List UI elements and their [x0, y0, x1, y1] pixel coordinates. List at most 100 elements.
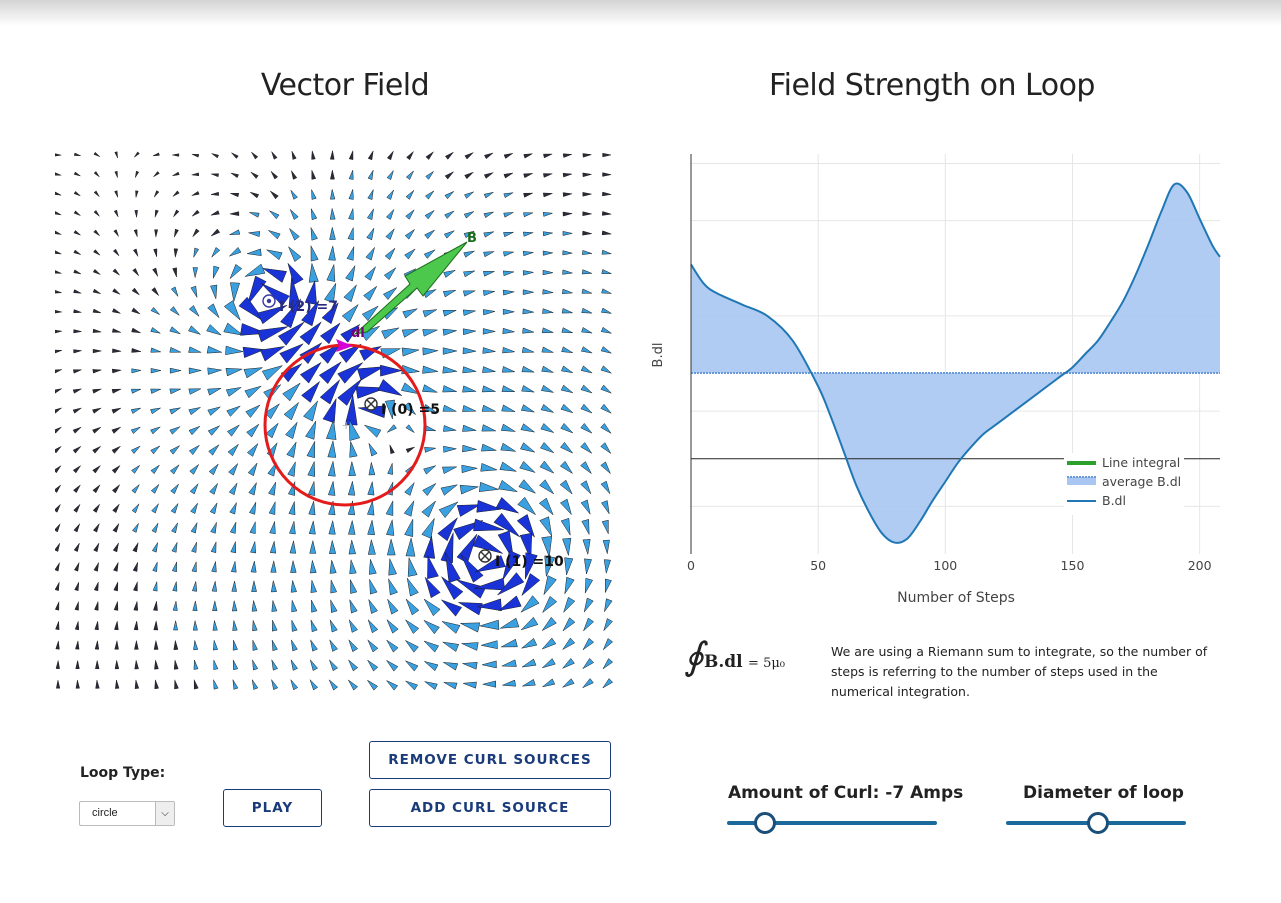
field-arrow [131, 484, 140, 494]
field-arrow [437, 517, 458, 542]
vector-field-canvas[interactable]: + Bdl I (0) =5 I (1) =10 I (2) =7 [55, 150, 630, 698]
remove-curl-sources-button[interactable]: REMOVE CURL SOURCES [369, 741, 611, 779]
field-arrow [134, 151, 140, 158]
field-arrow [561, 365, 573, 374]
field-arrow [600, 365, 612, 374]
field-arrow [559, 460, 573, 474]
diameter-slider[interactable] [1006, 812, 1186, 834]
field-arrow [270, 190, 279, 200]
field-arrow [267, 462, 277, 477]
field-arrow [92, 446, 101, 454]
field-arrow [367, 189, 374, 200]
field-arrow [462, 404, 477, 412]
integral-symbol: ∮ [684, 634, 704, 678]
play-button[interactable]: PLAY [223, 789, 322, 827]
field-arrow [131, 368, 142, 374]
field-arrow [348, 619, 358, 633]
field-arrow [170, 503, 179, 514]
field-arrow [72, 388, 82, 394]
field-arrow [111, 328, 122, 333]
x-tick-label: 100 [933, 558, 957, 573]
field-arrow [602, 539, 610, 554]
field-arrow [251, 600, 258, 612]
field-arrow [581, 519, 590, 535]
field-arrow [55, 484, 61, 493]
field-arrow [72, 465, 81, 474]
field-arrow [213, 640, 219, 651]
field-arrow [132, 268, 139, 276]
field-arrow [169, 306, 180, 316]
field-arrow [474, 577, 506, 591]
field-arrow [114, 660, 120, 670]
field-arrow [286, 441, 297, 458]
field-arrow [249, 521, 256, 535]
field-arrow [329, 619, 338, 633]
field-arrow [483, 251, 495, 258]
field-arrow [55, 329, 62, 334]
field-arrow [264, 403, 280, 420]
current-out-of-page-icon[interactable] [262, 294, 276, 308]
field-arrow [422, 365, 439, 374]
curl-slider[interactable] [727, 812, 937, 834]
field-arrow [424, 446, 436, 453]
field-arrow [601, 519, 609, 535]
current-label-0: I (0) =5 [381, 402, 440, 418]
current-into-page-icon[interactable] [478, 549, 492, 563]
field-arrow [522, 678, 536, 687]
field-arrow [134, 210, 138, 218]
field-arrow [189, 464, 199, 475]
field-arrow [153, 171, 160, 177]
field-arrow [277, 321, 305, 346]
field-arrow [257, 326, 288, 343]
chevron-down-icon[interactable]: ⌵ [155, 802, 174, 825]
field-arrow [261, 283, 290, 307]
field-arrow [92, 407, 102, 414]
field-arrow [287, 263, 304, 286]
field-arrow [386, 639, 399, 653]
field-arrow [73, 210, 81, 216]
field-arrow [405, 170, 414, 180]
field-arrow [330, 189, 336, 200]
field-arrow [601, 307, 612, 314]
field-arrow [250, 561, 257, 573]
field-arrow [113, 209, 119, 218]
field-arrow [173, 660, 179, 670]
add-curl-source-button[interactable]: ADD CURL SOURCE [369, 789, 611, 827]
field-arrow [561, 346, 573, 354]
field-arrow [212, 600, 218, 612]
field-arrow [151, 522, 159, 534]
field-arrow [542, 595, 558, 613]
diameter-slider-handle[interactable] [1086, 812, 1109, 834]
current-into-page-icon[interactable] [364, 397, 378, 411]
field-arrow [188, 388, 202, 395]
field-arrow [442, 366, 458, 374]
riemann-note: We are using a Riemann sum to integrate,… [831, 644, 1208, 699]
field-arrow [463, 230, 475, 239]
field-arrow [323, 283, 337, 304]
field-arrow [348, 539, 357, 555]
field-arrow [193, 640, 199, 651]
field-arrow [463, 681, 477, 689]
field-arrow [580, 365, 593, 374]
field-arrow [169, 326, 181, 335]
field-arrow [423, 465, 436, 475]
field-arrow [270, 580, 277, 593]
curl-slider-handle[interactable] [753, 812, 776, 834]
field-arrow [190, 522, 198, 534]
field-arrow [133, 581, 138, 592]
field-arrow [75, 680, 80, 689]
field-arrow [377, 379, 403, 396]
field-arrow [55, 230, 62, 235]
field-arrow [503, 192, 514, 199]
field-arrow [401, 347, 420, 357]
field-arrow [72, 407, 82, 414]
loop-type-select[interactable]: circle ⌵ [79, 801, 175, 826]
field-arrow [348, 639, 359, 653]
field-arrow [583, 597, 594, 613]
field-arrow [251, 151, 259, 160]
x-tick-label: 200 [1188, 558, 1212, 573]
field-arrow [73, 289, 82, 294]
field-arrow [444, 151, 454, 160]
field-arrow [600, 384, 612, 394]
field-arrow [405, 190, 415, 200]
